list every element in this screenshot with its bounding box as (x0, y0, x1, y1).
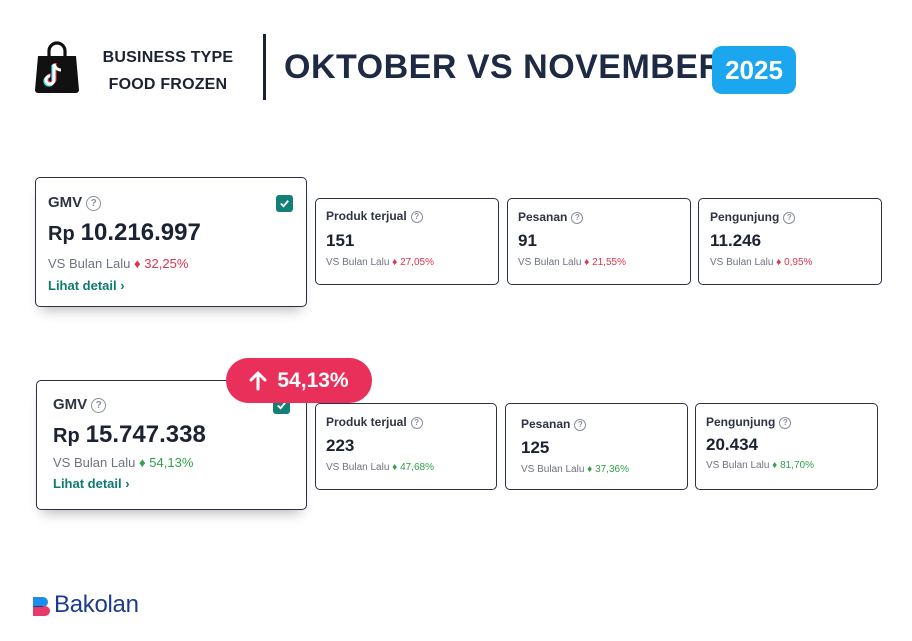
change-up-icon: ♦ (139, 455, 146, 470)
gmv-amount: 10.216.997 (80, 219, 201, 246)
compare-label: VS Bulan Lalu (706, 460, 770, 471)
metric-card-products-sold[interactable]: Produk terjual? 151 VS Bulan Lalu ♦ 27,0… (315, 198, 499, 285)
change-value: 21,55% (592, 257, 626, 268)
gmv-card-october[interactable]: GMV? Rp 10.216.997 VS Bulan Lalu ♦ 32,25%… (35, 177, 307, 307)
compare-label: VS Bulan Lalu (326, 462, 390, 473)
growth-badge-text: 54,13% (277, 368, 349, 392)
arrow-up-icon (249, 371, 267, 390)
compare-label: VS Bulan Lalu (53, 455, 136, 470)
help-icon[interactable]: ? (779, 416, 792, 429)
metric-value: 125 (521, 438, 550, 457)
change-up-icon: ♦ (587, 464, 593, 475)
see-detail-link[interactable]: Lihat detail › (53, 476, 130, 491)
metric-label-text: Pesanan (521, 417, 571, 431)
business-type-value: FOOD FROZEN (108, 76, 228, 93)
compare-label: VS Bulan Lalu (48, 256, 131, 271)
compare-row: VS Bulan Lalu ♦ 21,55% (518, 257, 626, 268)
gmv-label-text: GMV (48, 194, 83, 211)
currency-label: Rp (53, 425, 80, 447)
metric-value: 20.434 (706, 435, 758, 454)
metric-card-orders[interactable]: Pesanan? 91 VS Bulan Lalu ♦ 21,55% (507, 198, 691, 285)
metric-value: 91 (518, 231, 537, 250)
year-badge: 2025 (712, 46, 796, 94)
change-down-icon: ♦ (392, 257, 398, 268)
compare-row: VS Bulan Lalu ♦ 32,25% (48, 256, 188, 271)
gmv-value: Rp 10.216.997 (48, 219, 201, 247)
metric-label: Pesanan? (518, 210, 584, 224)
metric-card-orders[interactable]: Pesanan? 125 VS Bulan Lalu ♦ 37,36% (505, 403, 688, 490)
checkmark-icon (280, 200, 289, 208)
compare-row: VS Bulan Lalu ♦ 37,36% (521, 464, 629, 475)
change-up-icon: ♦ (392, 462, 398, 473)
change-value: 27,05% (400, 257, 434, 268)
metric-card-visitors[interactable]: Pengunjung? 20.434 VS Bulan Lalu ♦ 81,70… (695, 403, 878, 490)
gmv-label: GMV? (53, 396, 107, 413)
metric-label: Pengunjung? (710, 210, 796, 224)
header-divider (263, 34, 266, 100)
compare-label: VS Bulan Lalu (326, 257, 390, 268)
help-icon[interactable]: ? (574, 418, 587, 431)
page-title: OKTOBER VS NOVEMBER (284, 48, 724, 86)
help-icon[interactable]: ? (86, 195, 102, 211)
change-value: 47,68% (400, 462, 434, 473)
change-down-icon: ♦ (584, 257, 590, 268)
compare-row: VS Bulan Lalu ♦ 47,68% (326, 462, 434, 473)
change-value: 54,13% (149, 455, 194, 470)
help-icon[interactable]: ? (571, 211, 584, 224)
gmv-label-text: GMV (53, 396, 88, 413)
metric-label-text: Pesanan (518, 210, 568, 224)
metric-label-text: Produk terjual (326, 415, 407, 429)
gmv-value: Rp 15.747.338 (53, 421, 206, 449)
metric-value: 151 (326, 231, 355, 250)
metric-label: Produk terjual? (326, 415, 423, 429)
metric-card-products-sold[interactable]: Produk terjual? 223 VS Bulan Lalu ♦ 47,6… (315, 403, 497, 490)
help-icon[interactable]: ? (410, 416, 423, 429)
compare-label: VS Bulan Lalu (521, 464, 585, 475)
change-value: 0,95% (784, 257, 813, 268)
change-value: 37,36% (595, 464, 629, 475)
gmv-label: GMV? (48, 194, 102, 211)
change-down-icon: ♦ (776, 257, 782, 268)
metric-label: Pengunjung? (706, 415, 792, 429)
currency-label: Rp (48, 223, 75, 245)
change-up-icon: ♦ (772, 460, 778, 471)
business-type-label: BUSINESS TYPE (102, 49, 234, 66)
tiktok-shop-bag-icon (35, 41, 79, 93)
compare-label: VS Bulan Lalu (710, 257, 774, 268)
help-icon[interactable]: ? (91, 397, 107, 413)
gmv-amount: 15.747.338 (85, 421, 206, 448)
help-icon[interactable]: ? (410, 210, 423, 223)
business-type: BUSINESS TYPE FOOD FROZEN (98, 44, 238, 98)
help-icon[interactable]: ? (783, 211, 796, 224)
metric-label-text: Pengunjung (706, 415, 776, 429)
metric-label: Pesanan? (521, 417, 587, 431)
checkbox-checked[interactable] (276, 195, 293, 212)
see-detail-link[interactable]: Lihat detail › (48, 278, 125, 293)
metric-card-visitors[interactable]: Pengunjung? 11.246 VS Bulan Lalu ♦ 0,95% (698, 198, 882, 285)
metric-value: 223 (326, 436, 355, 455)
bakolan-logo-icon (33, 597, 50, 616)
compare-row: VS Bulan Lalu ♦ 27,05% (326, 257, 434, 268)
change-value: 81,70% (780, 460, 814, 471)
compare-row: VS Bulan Lalu ♦ 81,70% (706, 460, 814, 471)
metric-label-text: Pengunjung (710, 210, 780, 224)
checkmark-icon (277, 402, 286, 410)
compare-row: VS Bulan Lalu ♦ 0,95% (710, 257, 812, 268)
metric-value: 11.246 (710, 231, 762, 250)
compare-label: VS Bulan Lalu (518, 257, 582, 268)
change-down-icon: ♦ (134, 256, 141, 271)
growth-badge: 54,13% (226, 358, 372, 403)
metric-label-text: Produk terjual (326, 209, 407, 223)
metric-label: Produk terjual? (326, 209, 423, 223)
change-value: 32,25% (144, 256, 189, 271)
bakolan-logo-text: Bakolan (54, 591, 139, 618)
compare-row: VS Bulan Lalu ♦ 54,13% (53, 455, 193, 470)
